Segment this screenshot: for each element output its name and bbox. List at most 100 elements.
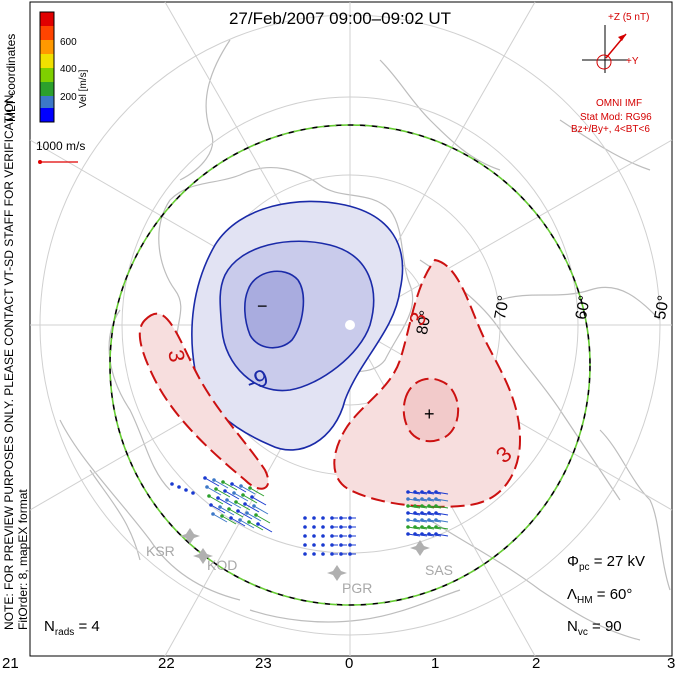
vector-scale — [38, 160, 78, 164]
vector-point — [312, 525, 316, 529]
vector-line — [231, 483, 247, 493]
vector-line — [219, 506, 235, 516]
vector-point — [191, 491, 195, 495]
vector-line — [221, 515, 237, 525]
colorbar-band — [40, 54, 54, 68]
negative-potential-cell — [191, 200, 404, 451]
station-label-sas: SAS — [425, 562, 454, 578]
vector-line — [251, 496, 267, 506]
colorbar-band — [40, 12, 54, 26]
mlt-label: 2 — [532, 655, 541, 672]
vector-point — [177, 485, 181, 489]
colorbar-frame — [39, 11, 55, 123]
vector-line — [248, 521, 264, 531]
vector-point — [321, 534, 325, 538]
potential-maximum-marker: + — [424, 404, 435, 424]
station-label-ksr: KSR — [146, 543, 175, 559]
imf-z-label: +Z (5 nT) — [608, 12, 650, 23]
vector-line — [204, 477, 220, 487]
colorbar-band — [40, 108, 54, 122]
vector-point — [321, 525, 325, 529]
station-marker-sas — [410, 540, 430, 556]
nvc-value: = 90 — [592, 618, 622, 635]
phi-subscript: pc — [578, 562, 590, 573]
vector-point — [312, 543, 316, 547]
vector-point — [170, 482, 174, 486]
vector-line — [235, 501, 251, 511]
mlt-label: 21 — [2, 655, 19, 672]
mlt-label: 23 — [255, 655, 272, 672]
vector-line — [228, 508, 244, 518]
vector-line — [249, 487, 265, 497]
nrads-subscript: rads — [54, 627, 75, 638]
radar-count: Nrads = 4 — [44, 618, 100, 638]
nrads-value: = 4 — [78, 618, 100, 635]
potential-minimum-marker: − — [257, 296, 268, 316]
vector-line — [244, 503, 260, 513]
vector-line — [215, 488, 231, 498]
colorbar-band — [40, 82, 54, 96]
colorbar-band — [40, 96, 54, 108]
hmb-latitude: ΛHM = 60° — [567, 586, 632, 606]
vector-line — [435, 519, 449, 523]
vector-line — [253, 505, 269, 515]
station-marker-kod — [193, 548, 213, 564]
lambda-symbol: Λ — [567, 586, 578, 603]
colorbar-tick: 400 — [60, 64, 77, 75]
lambda-value: = 60° — [596, 586, 633, 603]
positive-potential-cell — [138, 258, 522, 508]
vector-count: Nvc = 90 — [567, 618, 622, 638]
station-markers — [180, 528, 430, 581]
station-marker-pgr — [327, 565, 347, 581]
vector-line — [222, 481, 238, 491]
vector-line — [208, 495, 224, 505]
vector-line — [240, 485, 256, 495]
vector-point — [303, 543, 307, 547]
vector-line — [435, 491, 449, 495]
vector-line — [217, 497, 233, 507]
vector-scale-label: 1000 m/s — [36, 139, 86, 153]
vector-line — [246, 512, 262, 522]
vector-point — [321, 543, 325, 547]
vector-point — [312, 516, 316, 520]
vector-point — [312, 534, 316, 538]
vector-line — [233, 492, 249, 502]
vector-line — [230, 517, 246, 527]
station-label-kod: KOD — [207, 557, 238, 573]
vector-line — [257, 523, 273, 533]
pole-marker — [345, 320, 355, 330]
imf-y-label: +Y — [626, 56, 639, 67]
vector-line — [435, 526, 449, 530]
nvc-subscript: vc — [577, 627, 588, 638]
map-title: 27/Feb/2007 09:00–09:02 UT — [228, 9, 452, 28]
colorbar-label: Vel [m/s] — [78, 69, 89, 108]
vector-line — [435, 512, 449, 516]
vector-line — [237, 510, 253, 520]
vector-line — [226, 499, 242, 509]
hmb-boundary-green — [109, 124, 591, 606]
imf-dial — [582, 25, 628, 73]
mlt-label: 1 — [431, 655, 440, 672]
vector-point — [303, 552, 307, 556]
colorbar-band — [40, 40, 54, 54]
vector-line — [242, 494, 258, 504]
phi-symbol: Φ — [567, 553, 579, 570]
mlt-label: 22 — [158, 655, 175, 672]
station-marker-ksr — [180, 528, 200, 544]
preview-note-line2: FitOrder: 8, mapEX format — [16, 489, 30, 630]
vector-line — [213, 479, 229, 489]
nrads-symbol: N — [44, 618, 55, 635]
colorbar-band — [40, 26, 54, 40]
imf-model-label: Stat Mod: RG96 — [580, 112, 652, 123]
colorbar-tick: 600 — [60, 37, 77, 48]
imf-source-label: OMNI IMF — [596, 98, 643, 109]
vector-point — [303, 525, 307, 529]
velocity-vectors — [170, 476, 449, 556]
cross-polar-potential: Φpc = 27 kV — [567, 553, 645, 573]
vector-line — [212, 513, 228, 523]
imf-condition-label: Bz+/By+, 4<BT<6 — [571, 124, 650, 135]
velocity-colorbar — [39, 11, 55, 123]
vector-point — [321, 552, 325, 556]
